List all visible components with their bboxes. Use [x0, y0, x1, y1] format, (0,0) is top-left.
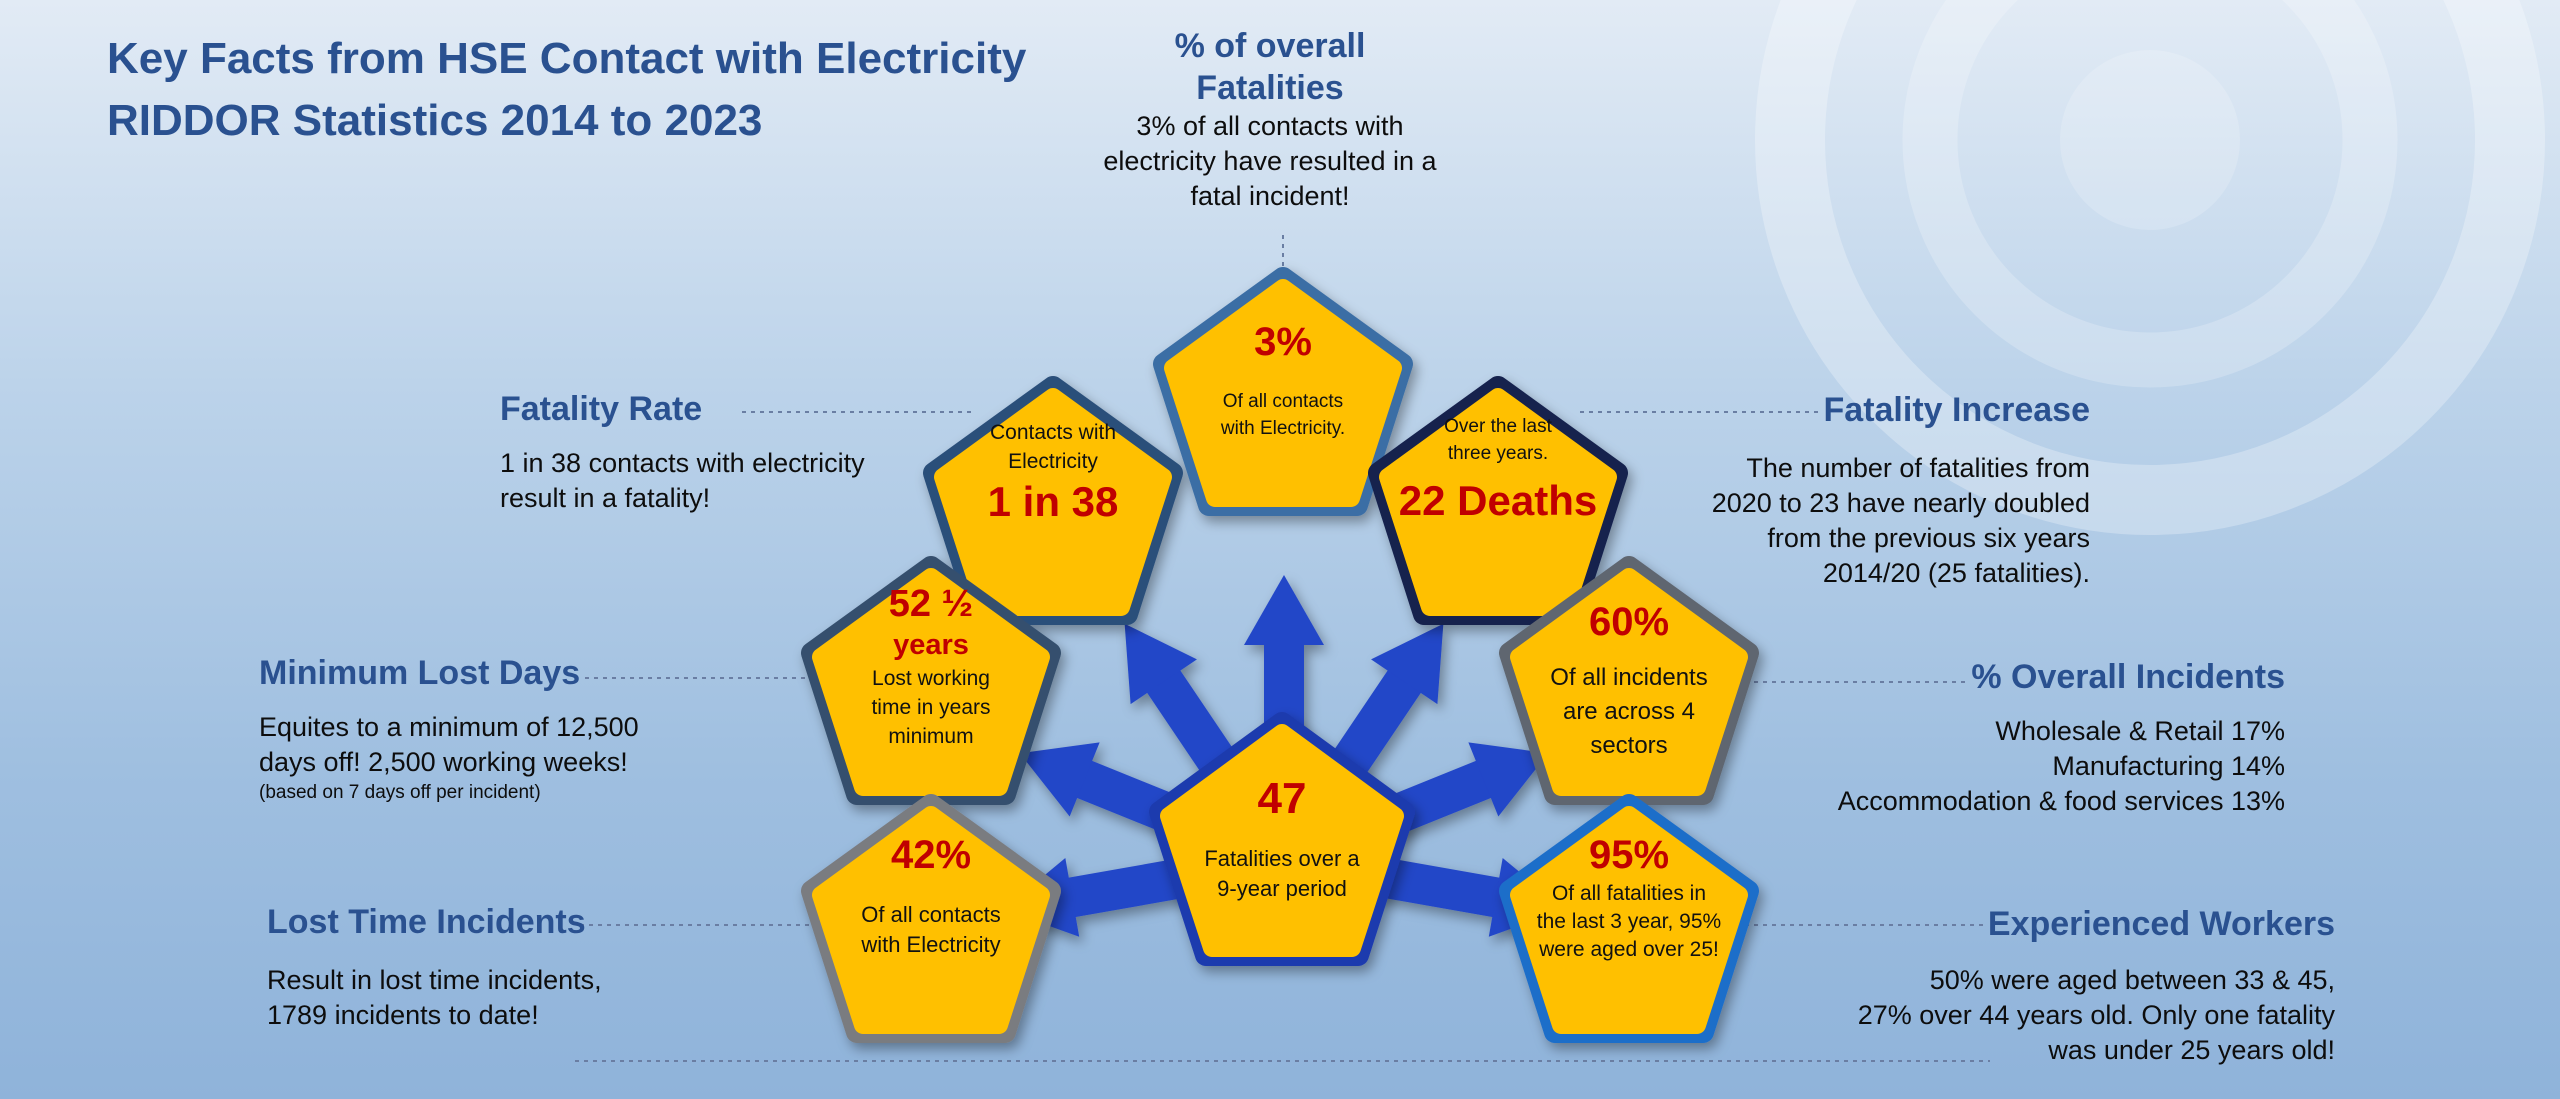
pentagon-95-caption-1: Of all fatalities in — [1551, 882, 1707, 905]
pentagon-52-value-1: 52 ½ — [888, 583, 974, 625]
fatality-rate-heading: Fatality Rate — [500, 390, 703, 428]
title-line-1: Key Facts from HSE Contact with Electric… — [107, 34, 1027, 83]
lost-time-incidents-block: Lost Time Incidents Result in lost time … — [267, 901, 727, 1033]
pentagon-52-caption-3: minimum — [888, 725, 974, 748]
fatality-increase-block: Fatality Increase The number of fataliti… — [1640, 389, 2090, 591]
minimum-lost-days-text-1: Equites to a minimum of 12,500 — [259, 712, 639, 742]
overall-incidents-block: % Overall Incidents Wholesale & Retail 1… — [1780, 656, 2285, 819]
pentagon-22-text: Over the last three years. 22 Deaths — [1388, 413, 1608, 527]
pentagon-60 — [1510, 568, 1748, 796]
pentagon-3-text: 3% Of all contacts with Electricity. — [1183, 318, 1383, 442]
experienced-workers-block: Experienced Workers 50% were aged betwee… — [1760, 903, 2335, 1068]
pentagon-1in38-caption-1: Contacts with — [989, 421, 1117, 444]
experienced-workers-text-2: 27% over 44 years old. Only one fatality — [1857, 1000, 2335, 1030]
pentagon-42 — [812, 806, 1050, 1034]
pentagon-47-value: 47 — [1257, 774, 1307, 823]
overall-fatalities-heading-1: % of overall — [1174, 27, 1366, 65]
fatality-rate-block: Fatality Rate 1 in 38 contacts with elec… — [500, 388, 940, 516]
overall-fatalities-text-1: 3% of all contacts with — [1136, 111, 1404, 141]
pentagon-52-caption-2: time in years — [871, 696, 991, 719]
pentagon-47 — [1160, 724, 1404, 957]
pentagon-1in38 — [934, 388, 1172, 616]
pentagon-60-caption-1: Of all incidents — [1550, 664, 1708, 691]
pentagon-42-text: 42% Of all contacts with Electricity — [831, 830, 1031, 960]
experienced-workers-text-3: was under 25 years old! — [2048, 1035, 2335, 1065]
pentagon-95-caption-3: were aged over 25! — [1539, 938, 1719, 961]
pentagon-52-value-2: years — [893, 629, 969, 661]
minimum-lost-days-heading: Minimum Lost Days — [259, 654, 581, 692]
page-title: Key Facts from HSE Contact with Electric… — [107, 28, 1107, 152]
pentagon-42-value: 42% — [890, 833, 972, 877]
pentagon-22-value: 22 Deaths — [1398, 477, 1598, 524]
fatality-increase-text-4: 2014/20 (25 fatalities). — [1822, 558, 2090, 588]
pentagon-42-caption-2: with Electricity — [861, 932, 1001, 957]
experienced-workers-text-1: 50% were aged between 33 & 45, — [1929, 965, 2335, 995]
pentagon-60-value: 60% — [1588, 600, 1670, 644]
fatality-rate-text-1: 1 in 38 contacts with electricity — [500, 448, 865, 478]
fatality-increase-text-2: 2020 to 23 have nearly doubled — [1711, 488, 2090, 518]
pentagon-52 — [812, 568, 1050, 796]
overall-incidents-text-2: Manufacturing 14% — [2052, 751, 2285, 781]
pentagon-3 — [1164, 279, 1402, 507]
pentagon-47-caption-1: Fatalities over a — [1204, 846, 1360, 871]
pentagon-22-caption-1: Over the last — [1444, 416, 1552, 437]
pentagon-1in38-text: Contacts with Electricity 1 in 38 — [943, 418, 1163, 528]
pentagon-95-text: 95% Of all fatalities in the last 3 year… — [1519, 830, 1739, 964]
pentagon-60-text: 60% Of all incidents are across 4 sector… — [1529, 597, 1729, 763]
minimum-lost-days-note: (based on 7 days off per incident) — [259, 782, 541, 803]
overall-incidents-text-3: Accommodation & food services 13% — [1837, 786, 2285, 816]
title-line-2: RIDDOR Statistics 2014 to 2023 — [107, 96, 763, 145]
pentagon-42-caption-1: Of all contacts — [861, 902, 1001, 927]
overall-fatalities-text-2: electricity have resulted in a — [1103, 146, 1437, 176]
pentagon-22-caption-2: three years. — [1447, 443, 1549, 464]
pentagon-3-value: 3% — [1254, 320, 1312, 364]
overall-fatalities-block: % of overall Fatalities 3% of all contac… — [1060, 25, 1480, 214]
fatality-increase-text-3: from the previous six years — [1767, 523, 2090, 553]
pentagon-3-caption-2: with Electricity. — [1220, 418, 1346, 439]
overall-fatalities-heading-2: Fatalities — [1196, 69, 1344, 107]
overall-fatalities-text-3: fatal incident! — [1190, 181, 1350, 211]
lost-time-incidents-text-1: Result in lost time incidents, — [267, 965, 602, 995]
pentagon-47-caption-2: 9-year period — [1217, 876, 1347, 901]
pentagon-95-caption-2: the last 3 year, 95% — [1536, 910, 1722, 933]
fatality-increase-text-1: The number of fatalities from — [1746, 453, 2090, 483]
overall-incidents-text-1: Wholesale & Retail 17% — [1995, 716, 2285, 746]
pentagon-95 — [1510, 806, 1748, 1034]
pentagon-22 — [1379, 388, 1617, 616]
minimum-lost-days-block: Minimum Lost Days Equites to a minimum o… — [259, 652, 739, 806]
pentagon-60-caption-2: are across 4 — [1562, 698, 1696, 725]
pentagon-3-caption-1: Of all contacts — [1222, 391, 1344, 412]
lost-time-incidents-heading: Lost Time Incidents — [267, 903, 586, 941]
lost-time-incidents-text-2: 1789 incidents to date! — [267, 1000, 539, 1030]
pentagon-95-value: 95% — [1588, 833, 1670, 877]
pentagon-60-caption-3: sectors — [1590, 732, 1668, 759]
connector-lines — [575, 235, 1990, 1062]
pentagon-52-caption-1: Lost working — [872, 667, 990, 690]
pentagon-52-text: 52 ½ years Lost working time in years mi… — [831, 582, 1031, 751]
minimum-lost-days-text-2: days off! 2,500 working weeks! — [259, 747, 628, 777]
pentagon-1in38-value: 1 in 38 — [987, 478, 1119, 525]
pentagon-1in38-caption-2: Electricity — [1008, 450, 1098, 473]
experienced-workers-heading: Experienced Workers — [1987, 905, 2335, 943]
pentagon-47-text: 47 Fatalities over a 9-year period — [1172, 772, 1392, 904]
overall-incidents-heading: % Overall Incidents — [1971, 658, 2285, 696]
fatality-rate-text-2: result in a fatality! — [500, 483, 711, 513]
fatality-increase-heading: Fatality Increase — [1823, 391, 2090, 429]
